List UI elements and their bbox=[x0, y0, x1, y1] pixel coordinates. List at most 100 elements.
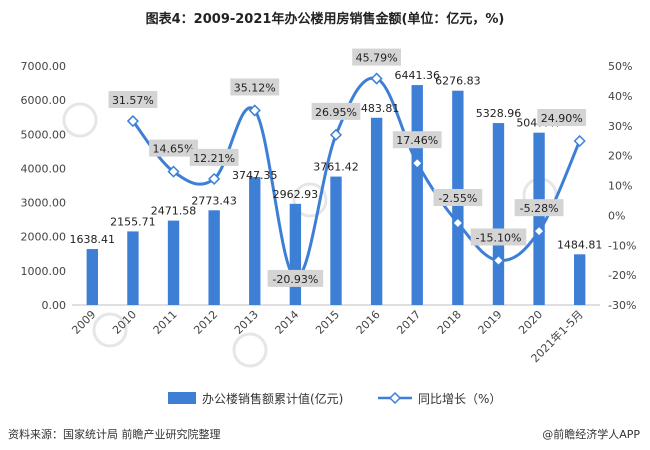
source-note: 资料来源：国家统计局 前瞻产业研究院整理 bbox=[8, 428, 221, 441]
bar-value-label: 5483.81 bbox=[354, 102, 400, 115]
growth-label-bg bbox=[149, 139, 198, 157]
x-tick-label: 2017 bbox=[394, 308, 423, 337]
bar bbox=[249, 177, 261, 305]
bar-value-label: 2962.93 bbox=[273, 188, 319, 201]
x-tick-label: 2020 bbox=[516, 308, 545, 337]
growth-label-bg bbox=[311, 102, 361, 120]
growth-label-bg bbox=[189, 148, 239, 166]
y-left-tick-label: 1000.00 bbox=[21, 265, 67, 278]
bar-value-label: 1484.81 bbox=[557, 238, 603, 251]
y-right-tick-label: -10% bbox=[608, 239, 636, 252]
bar-value-label: 5328.96 bbox=[476, 107, 522, 120]
bar bbox=[330, 176, 342, 305]
growth-label-bg bbox=[514, 199, 564, 217]
y-left-tick-label: 0.00 bbox=[42, 299, 67, 312]
y-right-tick-label: 20% bbox=[608, 150, 632, 163]
line-point bbox=[573, 134, 586, 148]
legend: 办公楼销售额累计值(亿元) 同比增长（%） bbox=[168, 391, 501, 406]
legend-bar-label: 办公楼销售额累计值(亿元) bbox=[202, 391, 343, 406]
growth-value-label: 12.21% bbox=[193, 152, 235, 165]
legend-bar-swatch bbox=[168, 392, 196, 404]
y-left-tick-label: 3000.00 bbox=[21, 197, 67, 210]
y-left-tick-label: 6000.00 bbox=[21, 94, 67, 107]
growth-label-bg bbox=[108, 91, 158, 109]
growth-value-label: -20.93% bbox=[272, 273, 318, 286]
growth-value-label: -5.28% bbox=[520, 202, 559, 215]
growth-label-bg bbox=[267, 269, 324, 287]
line-point bbox=[533, 225, 546, 238]
bar bbox=[289, 203, 302, 305]
y-right-tick-label: 0% bbox=[608, 209, 625, 222]
watermark-mark bbox=[62, 102, 98, 138]
x-tick-label: 2013 bbox=[232, 308, 261, 337]
bar-value-label: 2471.58 bbox=[151, 205, 197, 218]
growth-value-label: -15.10% bbox=[476, 231, 522, 244]
bar bbox=[411, 85, 423, 305]
growth-label-bg bbox=[433, 188, 483, 206]
bar bbox=[492, 123, 505, 305]
line-point bbox=[329, 128, 343, 141]
watermark-mark bbox=[292, 182, 328, 218]
bar bbox=[370, 117, 383, 305]
bar-value-label: 3761.42 bbox=[313, 161, 359, 174]
y-left-tick-label: 2000.00 bbox=[21, 231, 67, 244]
growth-label-bg bbox=[470, 228, 527, 246]
x-tick-label: 2012 bbox=[191, 308, 220, 337]
growth-label-bg bbox=[392, 131, 442, 149]
x-tick-label: 2018 bbox=[435, 308, 464, 337]
legend-line-label: 同比增长（%） bbox=[418, 392, 501, 406]
x-tick-label: 2011 bbox=[151, 308, 180, 337]
line-point bbox=[126, 114, 139, 128]
bar bbox=[533, 132, 545, 305]
bar-value-label: 2773.43 bbox=[191, 194, 237, 207]
bar bbox=[574, 254, 586, 305]
bar-value-label: 6276.83 bbox=[435, 75, 481, 88]
chart-svg: 0.00 1000.00 2000.00 3000.00 4000.00 5000.00 6… bbox=[21, 48, 636, 406]
line-point bbox=[451, 216, 464, 230]
line-point bbox=[248, 104, 261, 117]
growth-value-label: 31.57% bbox=[112, 94, 154, 107]
chart-title: 图表4：2009-2021年办公楼用房销售金额(单位：亿元，%) bbox=[145, 12, 505, 27]
x-tick-label: 2019 bbox=[476, 308, 505, 337]
x-tick-label: 2014 bbox=[273, 308, 302, 337]
growth-value-label: 14.65% bbox=[153, 143, 195, 156]
x-tick-label: 2016 bbox=[354, 308, 383, 337]
line-point bbox=[167, 165, 180, 178]
watermark-mark bbox=[92, 312, 128, 348]
legend-line-marker bbox=[388, 391, 402, 405]
y-right-tick-label: 10% bbox=[608, 180, 632, 193]
y-right-tick-label: 30% bbox=[608, 120, 632, 133]
growth-label-bg bbox=[230, 78, 280, 96]
y-left-tick-label: 5000.00 bbox=[21, 128, 67, 141]
y-left-tick-label: 7000.00 bbox=[21, 60, 67, 73]
watermark-mark bbox=[232, 332, 268, 368]
brand-credit: @前瞻经济学人APP bbox=[542, 428, 640, 441]
bar-value-label: 2155.71 bbox=[110, 215, 156, 228]
bar bbox=[127, 231, 139, 305]
growth-label-bg bbox=[537, 108, 587, 126]
y-right-tick-label: 40% bbox=[608, 90, 632, 103]
growth-value-label: 45.79% bbox=[356, 52, 398, 65]
bar bbox=[167, 220, 180, 305]
y-left-tick-label: 4000.00 bbox=[21, 162, 67, 175]
bar-value-label: 1638.41 bbox=[70, 233, 116, 246]
bar bbox=[86, 249, 98, 305]
line-point bbox=[208, 172, 221, 185]
growth-value-label: 26.95% bbox=[315, 106, 357, 119]
bar bbox=[208, 210, 220, 305]
y-right-tick-label: -20% bbox=[608, 269, 636, 282]
bar-value-label: 3747.35 bbox=[232, 169, 278, 182]
growth-value-label: 24.90% bbox=[541, 112, 583, 125]
bar-value-label: 6441.36 bbox=[394, 69, 440, 82]
line-point bbox=[370, 72, 383, 85]
line-point bbox=[411, 157, 424, 170]
growth-value-label: 35.12% bbox=[234, 81, 276, 94]
growth-label-bg bbox=[352, 48, 402, 66]
x-tick-label: 2015 bbox=[313, 308, 342, 337]
growth-value-label: 17.46% bbox=[396, 134, 438, 147]
y-right-tick-label: -30% bbox=[608, 299, 636, 312]
y-right-tick-label: 50% bbox=[608, 60, 632, 73]
line-point bbox=[492, 254, 505, 267]
growth-value-label: -2.55% bbox=[438, 192, 477, 205]
